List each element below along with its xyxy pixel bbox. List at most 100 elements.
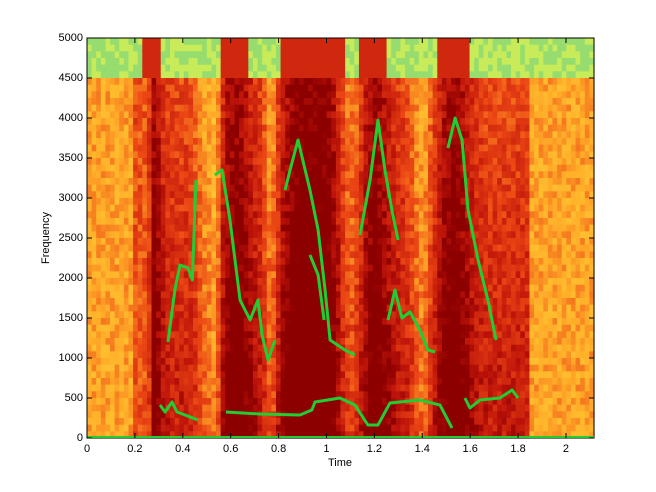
spectrogram-cell	[285, 204, 291, 212]
spectrogram-cell	[308, 324, 314, 332]
spectrogram-cell	[252, 324, 259, 332]
spectrogram-cell	[303, 331, 309, 339]
spectrogram-cell	[179, 338, 185, 346]
spectrogram-cell	[119, 158, 125, 166]
spectrogram-cell	[428, 204, 434, 212]
spectrogram-cell	[441, 151, 448, 159]
spectrogram-cell	[174, 351, 180, 359]
spectrogram-cell	[243, 371, 249, 379]
spectrogram-cell	[151, 131, 157, 139]
spectrogram-cell	[446, 111, 452, 119]
spectrogram-cell	[229, 84, 236, 92]
spectrogram-cell	[275, 91, 282, 99]
spectrogram-cell	[165, 164, 171, 172]
spectrogram-cell	[114, 118, 120, 126]
spectrogram-cell	[446, 144, 452, 152]
spectrogram-cell	[211, 318, 217, 326]
spectrogram-cell	[220, 111, 226, 119]
spectrogram-cell	[354, 271, 360, 279]
spectrogram-cell	[257, 224, 263, 232]
spectrogram-cell	[405, 91, 411, 99]
spectrogram-cell	[418, 78, 425, 86]
spectrogram-cell	[156, 258, 162, 266]
spectrogram-cell	[105, 231, 111, 239]
spectrogram-cell	[179, 84, 185, 92]
spectrogram-cell	[266, 298, 272, 306]
spectrogram-cell	[257, 104, 263, 112]
spectrogram-cell	[206, 331, 213, 339]
spectrogram-cell	[391, 371, 397, 379]
spectrogram-cell	[349, 391, 355, 399]
spectrogram-cell	[179, 151, 185, 159]
spectrogram-cell	[229, 38, 236, 46]
spectrogram-cell	[211, 278, 217, 286]
spectrogram-cell	[285, 71, 291, 79]
spectrogram-cell	[299, 184, 305, 192]
spectrogram-cell	[340, 378, 346, 386]
spectrogram-cell	[119, 164, 125, 172]
spectrogram-cell	[335, 244, 342, 252]
spectrogram-cell	[174, 151, 180, 159]
spectrogram-cell	[257, 118, 263, 126]
spectrogram-cell	[229, 264, 236, 272]
spectrogram-cell	[386, 211, 392, 219]
spectrogram-cell	[179, 291, 185, 299]
spectrogram-cell	[437, 84, 443, 92]
spectrogram-cell	[335, 404, 342, 412]
spectrogram-cell	[312, 411, 319, 419]
spectrogram-cell	[216, 204, 222, 212]
spectrogram-cell	[234, 244, 240, 252]
spectrogram-cell	[432, 44, 438, 52]
spectrogram-cell	[423, 411, 429, 419]
spectrogram-cell	[188, 218, 194, 226]
spectrogram-cell	[128, 144, 134, 152]
spectrogram-cell	[216, 278, 222, 286]
spectrogram-cell	[377, 84, 383, 92]
spectrogram-cell	[216, 271, 222, 279]
spectrogram-cell	[216, 344, 222, 352]
spectrogram-cell	[197, 378, 203, 386]
spectrogram-cell	[381, 424, 388, 432]
spectrogram-cell	[174, 98, 180, 106]
spectrogram-cell	[137, 98, 143, 106]
spectrogram-cell	[220, 271, 226, 279]
spectrogram-cell	[354, 298, 360, 306]
spectrogram-cell	[395, 311, 402, 319]
spectrogram-cell	[363, 264, 369, 272]
spectrogram-cell	[160, 64, 166, 72]
spectrogram-cell	[358, 91, 365, 99]
spectrogram-cell	[96, 224, 102, 232]
spectrogram-cell	[266, 131, 272, 139]
spectrogram-cell	[202, 324, 208, 332]
spectrogram-cell	[455, 158, 461, 166]
spectrogram-cell	[354, 238, 360, 246]
spectrogram-cell	[303, 398, 309, 406]
spectrogram-cell	[252, 231, 259, 239]
spectrogram-cell	[409, 151, 415, 159]
spectrogram-cell	[317, 51, 323, 59]
spectrogram-cell	[188, 144, 194, 152]
spectrogram-cell	[100, 258, 107, 266]
spectrogram-cell	[303, 158, 309, 166]
spectrogram-cell	[87, 338, 93, 346]
spectrogram-cell	[460, 404, 466, 412]
spectrogram-cell	[285, 358, 291, 366]
spectrogram-cell	[322, 158, 328, 166]
spectrogram-cell	[137, 191, 143, 199]
spectrogram-cell	[229, 371, 236, 379]
spectrogram-cell	[87, 171, 93, 179]
spectrogram-cell	[381, 51, 388, 59]
spectrogram-cell	[220, 331, 226, 339]
spectrogram-cell	[349, 64, 355, 72]
spectrogram-cell	[206, 398, 213, 406]
spectrogram-cell	[285, 118, 291, 126]
spectrogram-cell	[418, 204, 425, 212]
spectrogram-cell	[451, 104, 457, 112]
spectrogram-cell	[335, 331, 342, 339]
spectrogram-cell	[285, 251, 291, 259]
spectrogram-cell	[437, 358, 443, 366]
spectrogram-cell	[381, 64, 388, 72]
spectrogram-cell	[464, 231, 471, 239]
spectrogram-cell	[91, 138, 97, 146]
spectrogram-cell	[114, 164, 120, 172]
